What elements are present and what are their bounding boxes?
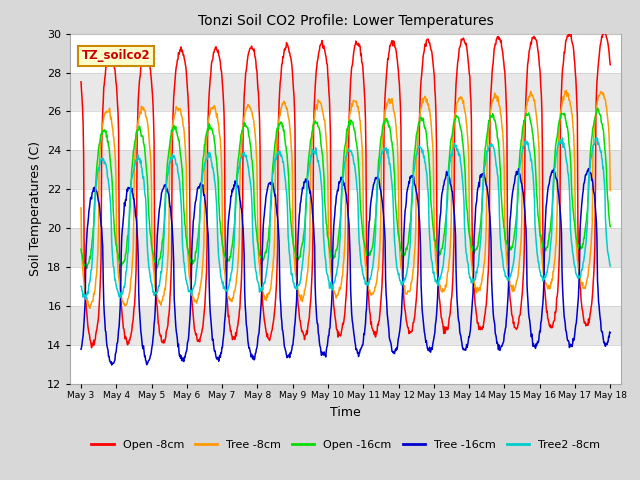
Text: TZ_soilco2: TZ_soilco2 <box>81 49 150 62</box>
Open -8cm <box>77 79 85 85</box>
Tree -8cm <box>500 150 508 156</box>
Tree -16cm <box>292 313 300 319</box>
Tree -8cm <box>563 87 570 93</box>
Tree -16cm <box>77 347 85 352</box>
Open -16cm <box>594 105 602 111</box>
Tree -8cm <box>292 272 300 277</box>
Line: Open -16cm: Open -16cm <box>81 108 610 268</box>
Line: Tree2 -8cm: Tree2 -8cm <box>81 138 610 299</box>
X-axis label: Time: Time <box>330 406 361 419</box>
Tree -8cm <box>132 146 140 152</box>
Open -8cm <box>311 96 319 102</box>
Open -16cm <box>500 225 508 230</box>
Open -8cm <box>606 62 614 68</box>
Tree2 -8cm <box>132 157 140 163</box>
Bar <box>70 150 621 189</box>
Bar <box>70 228 621 267</box>
Tree -16cm <box>585 166 593 171</box>
Line: Tree -16cm: Tree -16cm <box>81 168 610 365</box>
Tree2 -8cm <box>606 263 614 269</box>
Bar <box>70 34 621 72</box>
Tree -8cm <box>86 305 94 311</box>
Y-axis label: Soil Temperatures (C): Soil Temperatures (C) <box>29 141 42 276</box>
Line: Open -8cm: Open -8cm <box>81 31 610 348</box>
Open -16cm <box>292 251 300 257</box>
Tree2 -8cm <box>593 135 600 141</box>
Open -16cm <box>490 117 498 123</box>
Title: Tonzi Soil CO2 Profile: Lower Temperatures: Tonzi Soil CO2 Profile: Lower Temperatur… <box>198 14 493 28</box>
Open -8cm <box>292 215 300 221</box>
Open -8cm <box>88 345 95 351</box>
Open -8cm <box>441 330 449 336</box>
Open -16cm <box>606 224 614 229</box>
Tree2 -8cm <box>490 146 498 152</box>
Tree -8cm <box>311 114 319 120</box>
Open -16cm <box>132 137 140 143</box>
Tree2 -8cm <box>292 284 300 290</box>
Legend: Open -8cm, Tree -8cm, Open -16cm, Tree -16cm, Tree2 -8cm: Open -8cm, Tree -8cm, Open -16cm, Tree -… <box>87 435 604 454</box>
Bar <box>70 306 621 345</box>
Bar <box>70 72 621 111</box>
Bar <box>70 345 621 384</box>
Tree -16cm <box>311 243 319 249</box>
Open -8cm <box>132 279 140 285</box>
Tree -16cm <box>132 213 140 218</box>
Tree2 -8cm <box>77 283 85 289</box>
Tree2 -8cm <box>500 266 508 272</box>
Tree -16cm <box>108 362 116 368</box>
Tree -16cm <box>500 338 508 344</box>
Bar <box>70 111 621 150</box>
Bar <box>70 0 621 34</box>
Open -16cm <box>311 121 319 127</box>
Tree2 -8cm <box>441 247 449 252</box>
Tree2 -8cm <box>82 296 90 302</box>
Tree -16cm <box>441 177 449 182</box>
Open -16cm <box>77 246 85 252</box>
Line: Tree -8cm: Tree -8cm <box>81 90 610 308</box>
Tree -16cm <box>606 330 614 336</box>
Tree -8cm <box>441 287 449 292</box>
Open -16cm <box>441 226 449 231</box>
Bar <box>70 189 621 228</box>
Tree -8cm <box>77 205 85 211</box>
Open -8cm <box>500 59 508 65</box>
Tree2 -8cm <box>311 149 319 155</box>
Bar <box>70 267 621 306</box>
Tree -16cm <box>490 318 498 324</box>
Tree -8cm <box>490 94 498 99</box>
Open -8cm <box>600 28 608 34</box>
Open -8cm <box>490 46 498 52</box>
Tree -8cm <box>606 188 614 193</box>
Open -16cm <box>83 265 91 271</box>
